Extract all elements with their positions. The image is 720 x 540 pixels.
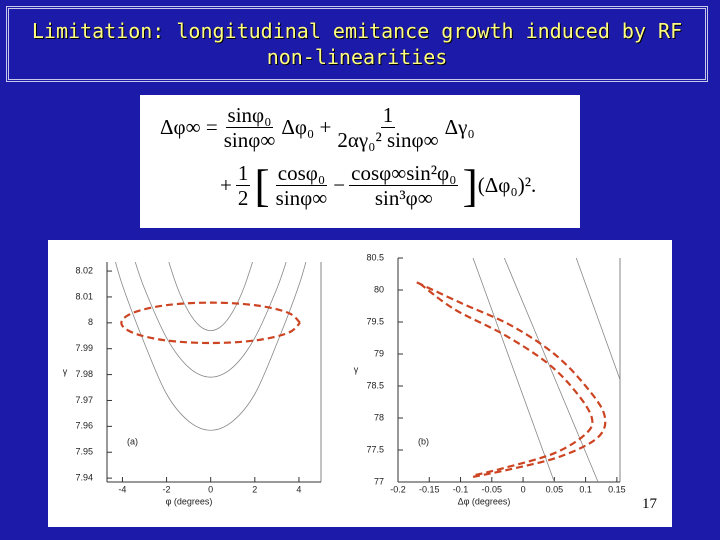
eq-text: − — [333, 173, 346, 197]
x-axis-label: φ (degrees) — [166, 496, 213, 506]
curve — [134, 262, 287, 378]
y-tick-label: 7.97 — [75, 395, 93, 405]
y-tick-label: 7.95 — [75, 447, 93, 457]
denominator: sin³φ∞ — [374, 186, 433, 210]
y-tick-label: 7.94 — [75, 472, 93, 482]
bracket: [ — [254, 159, 270, 211]
plot-content — [115, 262, 307, 431]
bracket: ] — [462, 159, 478, 211]
panel-label: (a) — [127, 436, 138, 446]
x-tick-label: 0 — [208, 484, 213, 494]
curve — [120, 301, 301, 345]
eq-text: (Δφ₀)². — [477, 173, 537, 197]
denominator: 2αγ₀² sinφ∞ — [337, 128, 439, 152]
curve — [472, 258, 555, 482]
denominator: sinφ∞ — [275, 186, 328, 210]
eq-text: + — [220, 173, 232, 197]
x-axis-label: Δφ (degrees) — [458, 496, 511, 506]
title-box: Limitation: longitudinal emitance growth… — [6, 6, 708, 82]
fraction: sinφ₀ sinφ∞ — [222, 103, 278, 152]
fraction: cosφ₀ sinφ∞ — [274, 161, 330, 210]
numerator: 1 — [235, 161, 251, 186]
x-tick-label: 4 — [296, 484, 301, 494]
x-tick-label: 2 — [252, 484, 257, 494]
numerator: 1 — [380, 103, 396, 128]
x-tick-label: 0.05 — [546, 484, 564, 494]
numerator: sinφ₀ — [225, 103, 274, 128]
x-tick-label: -0.2 — [390, 484, 406, 494]
denominator: sinφ∞ — [223, 128, 276, 152]
x-tick-label: 0.1 — [579, 484, 592, 494]
plot-content — [416, 258, 620, 482]
y-tick-label: 78 — [374, 412, 384, 422]
curve — [419, 282, 594, 477]
y-tick-label: 79 — [374, 348, 384, 358]
curve — [115, 262, 307, 431]
fraction: cosφ∞sin²φ₀ sin³φ∞ — [349, 161, 459, 210]
numerator: cosφ∞sin²φ₀ — [349, 161, 459, 186]
y-tick-label: 7.99 — [75, 343, 93, 353]
x-tick-label: -0.15 — [419, 484, 440, 494]
x-tick-label: -0.1 — [453, 484, 469, 494]
fraction: 1 2αγ₀² sinφ∞ — [335, 103, 440, 152]
x-tick-label: 0.15 — [608, 484, 626, 494]
y-tick-label: 78.5 — [366, 380, 384, 390]
page-number: 17 — [642, 496, 657, 512]
x-tick-label: -2 — [163, 484, 171, 494]
x-tick-label: -4 — [118, 484, 126, 494]
y-tick-label: 8.02 — [75, 265, 93, 275]
y-tick-label: 79.5 — [366, 316, 384, 326]
y-tick-label: 80.5 — [366, 252, 384, 262]
numerator: cosφ₀ — [275, 161, 328, 186]
eq-text: Δγ₀ — [444, 115, 475, 139]
equation-row: Δφ∞ = sinφ₀ sinφ∞ Δφ₀ + 1 2αγ₀² sinφ∞ Δγ₀ — [160, 103, 475, 152]
y-tick-label: 77.5 — [366, 444, 384, 454]
eq-text: Δφ∞ = — [160, 115, 218, 139]
panel-label: (b) — [418, 436, 429, 446]
y-tick-label: 8.01 — [75, 291, 93, 301]
x-tick-label: 0 — [521, 484, 526, 494]
y-tick-label: 8 — [88, 317, 93, 327]
curve — [503, 258, 599, 482]
y-tick-label: 7.98 — [75, 369, 93, 379]
denominator: 2 — [237, 186, 249, 210]
curve — [168, 262, 253, 331]
x-tick-label: -0.05 — [482, 484, 503, 494]
y-tick-label: 77 — [374, 476, 384, 486]
curve — [575, 258, 620, 380]
y-tick-label: 7.96 — [75, 421, 93, 431]
slide-title: Limitation: longitudinal emitance growth… — [31, 19, 683, 69]
y-tick-label: 80 — [374, 284, 384, 294]
eq-text: Δφ₀ + — [281, 115, 332, 139]
curve — [416, 281, 607, 478]
y-axis-label: γ — [354, 364, 359, 374]
y-axis-label: γ — [63, 366, 68, 376]
equation: Δφ∞ = sinφ₀ sinφ∞ Δφ₀ + 1 2αγ₀² sinφ∞ Δγ₀ … — [140, 95, 580, 228]
